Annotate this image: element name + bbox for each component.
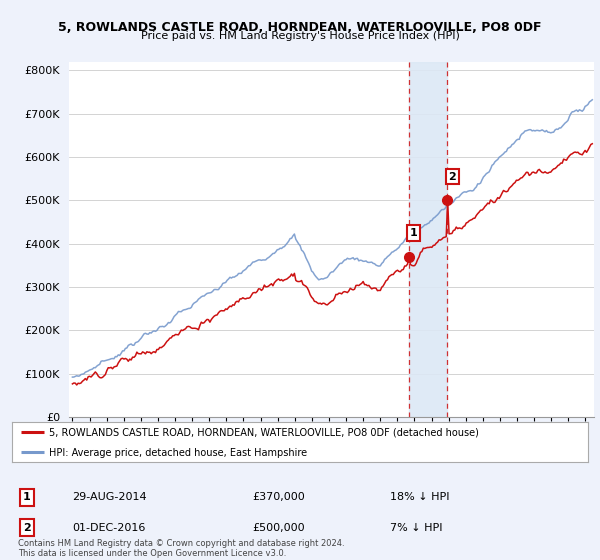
Text: £500,000: £500,000 — [252, 522, 305, 533]
Text: 29-AUG-2014: 29-AUG-2014 — [72, 492, 146, 502]
Text: 7% ↓ HPI: 7% ↓ HPI — [390, 522, 443, 533]
Text: 01-DEC-2016: 01-DEC-2016 — [72, 522, 145, 533]
Text: £370,000: £370,000 — [252, 492, 305, 502]
Text: 2: 2 — [449, 171, 456, 181]
Text: Contains HM Land Registry data © Crown copyright and database right 2024.
This d: Contains HM Land Registry data © Crown c… — [18, 539, 344, 558]
Text: 5, ROWLANDS CASTLE ROAD, HORNDEAN, WATERLOOVILLE, PO8 0DF (detached house): 5, ROWLANDS CASTLE ROAD, HORNDEAN, WATER… — [49, 428, 479, 438]
Bar — [409, 62, 447, 417]
Text: HPI: Average price, detached house, East Hampshire: HPI: Average price, detached house, East… — [49, 448, 308, 458]
Text: 2: 2 — [23, 522, 31, 533]
Text: 1: 1 — [410, 228, 418, 238]
Text: 5, ROWLANDS CASTLE ROAD, HORNDEAN, WATERLOOVILLE, PO8 0DF: 5, ROWLANDS CASTLE ROAD, HORNDEAN, WATER… — [58, 21, 542, 34]
Text: 18% ↓ HPI: 18% ↓ HPI — [390, 492, 449, 502]
Text: Price paid vs. HM Land Registry's House Price Index (HPI): Price paid vs. HM Land Registry's House … — [140, 31, 460, 41]
Text: 1: 1 — [23, 492, 31, 502]
